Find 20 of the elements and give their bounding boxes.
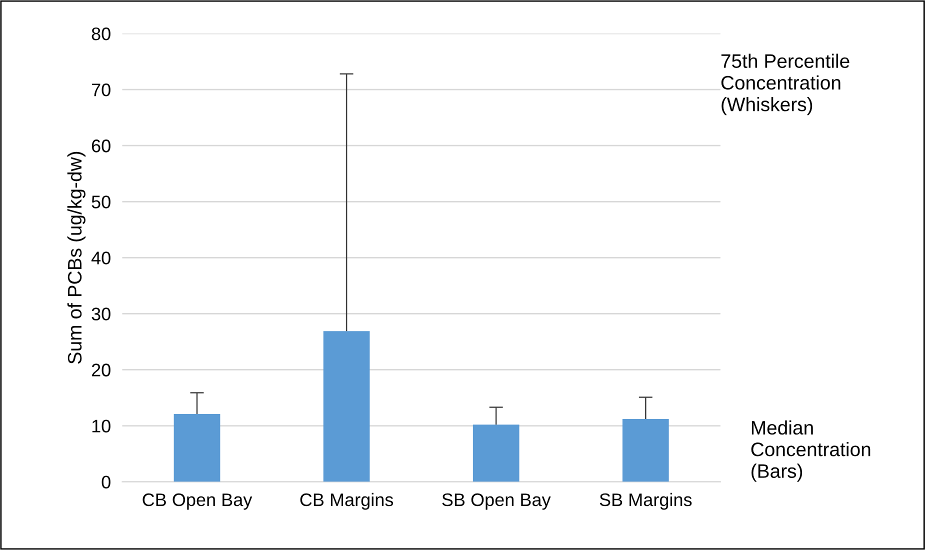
y-axis-title: Sum of PCBs (ug/kg-dw) bbox=[67, 152, 86, 364]
x-tick-label: SB Open Bay bbox=[442, 493, 551, 510]
bar bbox=[472, 424, 520, 482]
y-tick-label: 0 bbox=[102, 476, 110, 489]
y-tick-label: 60 bbox=[92, 140, 110, 152]
text: 75th Percentile Concentration (Whiskers) bbox=[721, 54, 850, 116]
y-tick-label: 40 bbox=[91, 252, 110, 264]
x-tick-label: CB Margins bbox=[300, 492, 394, 510]
bar bbox=[174, 414, 220, 482]
x-tick-label: SB Margins bbox=[600, 492, 692, 510]
bar bbox=[323, 331, 370, 482]
y-tick-label: 30 bbox=[92, 308, 110, 320]
y-tick-label: 10 bbox=[92, 420, 110, 432]
y-tick-label: 80 bbox=[92, 27, 110, 40]
x-tick-label: CB Open Bay bbox=[142, 493, 252, 510]
y-tick-label: 50 bbox=[92, 196, 110, 208]
y-tick-label: 70 bbox=[92, 84, 110, 96]
text: Median Concentration (Bars) bbox=[751, 420, 870, 482]
bar bbox=[622, 419, 669, 482]
y-tick-label: 20 bbox=[92, 364, 110, 376]
